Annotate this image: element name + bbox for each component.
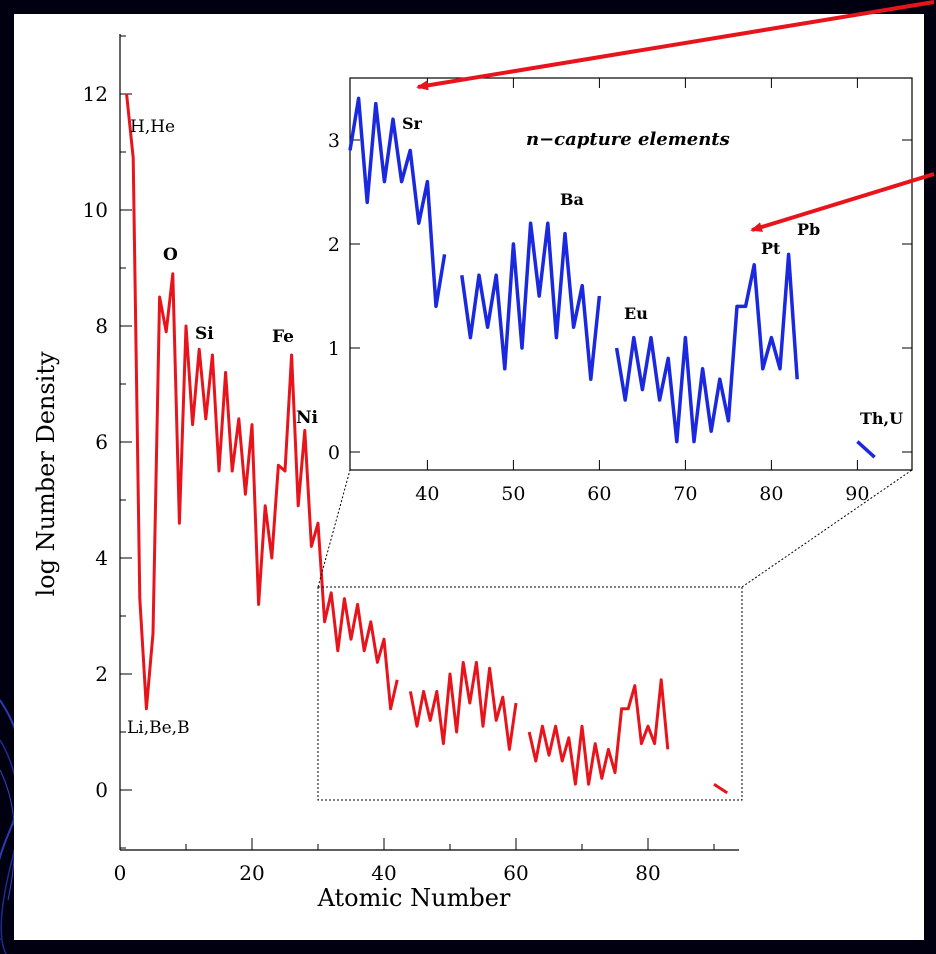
main-y-ticks: 0 2 4 6 8 10 12 xyxy=(83,35,132,849)
annotation-pt: Pt xyxy=(761,239,781,258)
main-x-tick-label: 40 xyxy=(371,861,396,885)
annotation-sr: Sr xyxy=(402,114,423,133)
zoom-connector-left xyxy=(317,469,351,588)
inset-x-tick-label: 60 xyxy=(587,483,611,505)
annotation-h-he: H,He xyxy=(130,117,175,137)
main-y-tick-label: 2 xyxy=(95,662,108,686)
main-y-tick-label: 8 xyxy=(95,314,108,338)
chart-panel: 0 2 4 6 8 10 12 0 20 40 60 80 log Number Density A… xyxy=(14,14,924,940)
annotation-fe: Fe xyxy=(272,327,294,347)
annotation-o: O xyxy=(163,245,178,265)
main-series-segment-3 xyxy=(713,782,729,795)
annotation-th-u: Th,U xyxy=(860,409,903,428)
inset-x-tick-label: 90 xyxy=(845,483,869,505)
main-series-segment-2 xyxy=(527,678,670,786)
main-series-segment-0 xyxy=(125,93,399,711)
inset-y-tick-label: 0 xyxy=(328,442,340,464)
annotation-pb: Pb xyxy=(797,220,820,239)
inset-x-tick-label: 50 xyxy=(501,483,525,505)
inset-y-ticks: 0 1 2 3 xyxy=(328,130,912,464)
inset-x-tick-label: 70 xyxy=(673,483,697,505)
main-series xyxy=(125,93,729,795)
inset-y-tick-label: 2 xyxy=(328,234,340,256)
main-x-tick-label: 0 xyxy=(114,861,127,885)
inset-y-tick-label: 1 xyxy=(328,338,340,360)
inset-series-segment-3 xyxy=(856,440,876,459)
main-series-segment-1 xyxy=(408,660,518,751)
main-y-tick-label: 6 xyxy=(95,430,108,454)
zoom-region xyxy=(317,586,743,801)
main-x-tick-label: 80 xyxy=(635,861,660,885)
inset-series-segment-1 xyxy=(460,221,602,381)
main-y-tick-label: 4 xyxy=(95,546,108,570)
annotation-si: Si xyxy=(195,324,214,344)
inset-series-segment-0 xyxy=(348,96,447,309)
annotation-ba: Ba xyxy=(560,190,584,209)
inset-y-tick-label: 3 xyxy=(328,130,340,152)
inset-frame xyxy=(349,77,913,471)
main-x-tick-label: 20 xyxy=(239,861,264,885)
main-x-axis-label: Atomic Number xyxy=(317,884,511,912)
annotation-eu: Eu xyxy=(624,304,648,323)
inset-title: n−capture elements xyxy=(526,129,730,150)
annotation-li-be-b: Li,Be,B xyxy=(127,718,190,738)
main-y-axis-label: log Number Density xyxy=(32,351,60,597)
inset-series xyxy=(348,96,876,459)
inset-series-segment-2 xyxy=(614,252,799,444)
main-y-tick-label: 10 xyxy=(83,198,108,222)
inset-x-tick-label: 40 xyxy=(415,483,439,505)
main-x-tick-label: 60 xyxy=(503,861,528,885)
inset-x-ticks: 40 50 60 70 80 90 xyxy=(415,78,869,505)
annotation-ni: Ni xyxy=(296,408,319,428)
main-y-tick-label: 0 xyxy=(95,778,108,802)
inset-x-tick-label: 80 xyxy=(759,483,783,505)
main-y-tick-label: 12 xyxy=(83,82,108,106)
main-x-ticks: 0 20 40 60 80 xyxy=(114,838,715,885)
